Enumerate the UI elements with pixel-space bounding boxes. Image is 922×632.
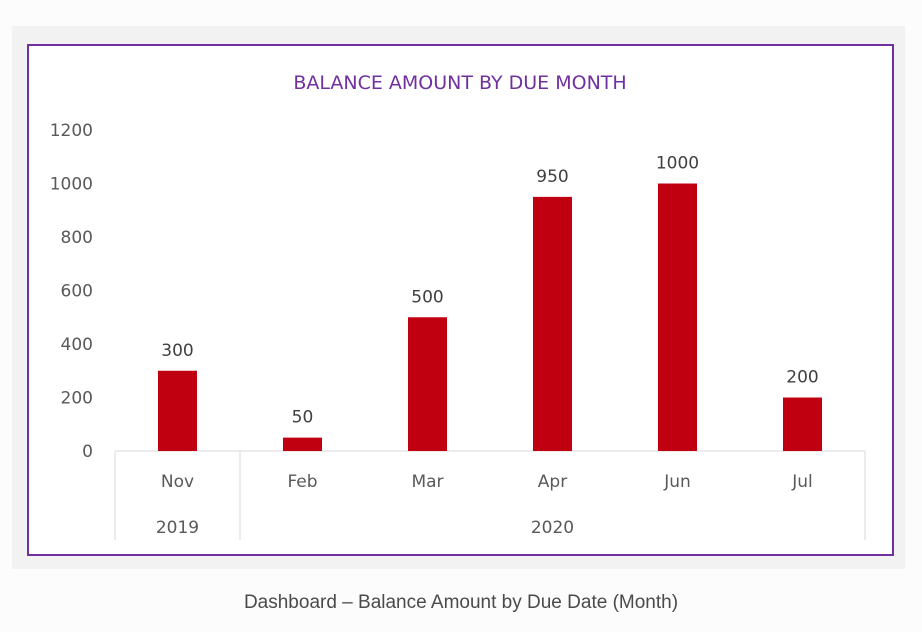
data-label: 1000	[656, 154, 699, 174]
data-label: 950	[536, 167, 568, 187]
y-tick-label: 1200	[50, 121, 93, 141]
data-label: 50	[292, 408, 314, 428]
bar	[158, 370, 197, 451]
x-tick-label: Jul	[791, 472, 813, 492]
x-tick-label: Mar	[411, 472, 443, 492]
x-tick-label: Jun	[663, 472, 691, 492]
bar	[283, 437, 322, 451]
y-tick-label: 800	[61, 228, 93, 248]
data-label: 200	[786, 368, 818, 388]
x-axis-labels: Nov Feb Mar Apr Jun Jul	[161, 472, 813, 492]
data-label: 500	[411, 287, 443, 307]
x-tick-label: Apr	[538, 472, 567, 492]
y-tick-label: 1000	[50, 175, 93, 195]
x-tick-label: Nov	[161, 472, 194, 492]
x-tick-label: Feb	[287, 472, 317, 492]
y-tick-label: 600	[61, 282, 93, 302]
x-group-label: 2019	[156, 518, 199, 538]
bar	[783, 397, 822, 451]
y-tick-label: 0	[82, 442, 93, 462]
data-labels: 300 50 500 950 1000 200	[161, 154, 818, 428]
y-tick-label: 400	[61, 335, 93, 355]
x-group-label: 2020	[531, 518, 574, 538]
bar	[533, 196, 572, 451]
chart-title: BALANCE AMOUNT BY DUE MONTH	[293, 72, 626, 94]
chart-area	[27, 44, 894, 556]
x-axis-group-labels: 2019 2020	[156, 518, 574, 538]
y-tick-label: 200	[61, 389, 93, 409]
bars	[158, 183, 822, 451]
data-label: 300	[161, 341, 193, 361]
bar	[408, 317, 447, 451]
y-axis-ticks: 0 200 400 600 800 1000 1200	[50, 121, 93, 462]
figure-caption: Dashboard – Balance Amount by Due Date (…	[243, 592, 679, 613]
bar	[658, 183, 697, 451]
x-axis	[114, 450, 866, 540]
